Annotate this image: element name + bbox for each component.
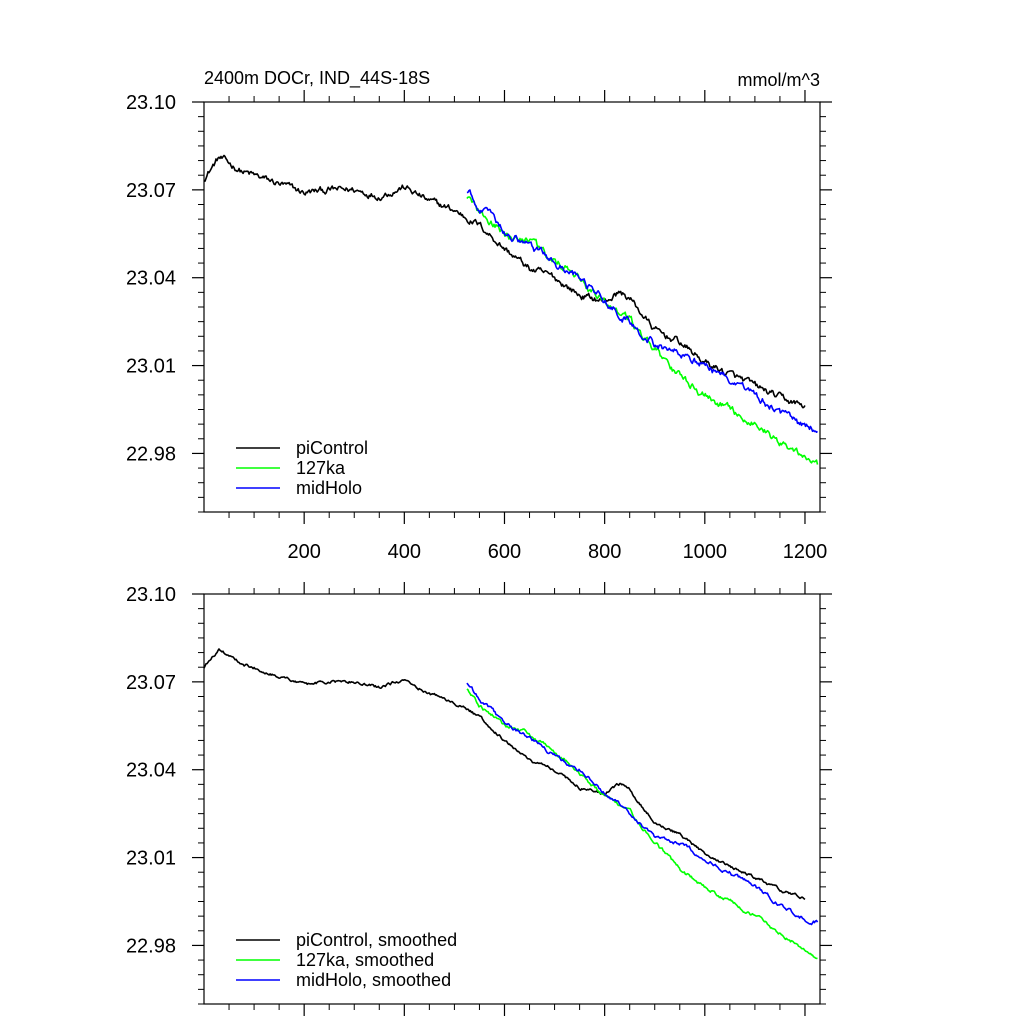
series-group <box>203 648 819 960</box>
series-line-picontrol <box>203 154 806 409</box>
y-tick-label: 23.01 <box>126 848 176 870</box>
y-tick-label: 23.04 <box>126 268 176 290</box>
top-panel: 2400m DOCr, IND_44S-18S mmol/m^3 22.98 23… <box>126 68 832 563</box>
legend-label: piControl <box>296 438 368 458</box>
series-line-picontrol-smoothed <box>203 648 806 901</box>
x-tick-label: 800 <box>588 541 621 563</box>
chart-title: 2400m DOCr, IND_44S-18S <box>204 68 430 89</box>
series-line-midholo <box>466 189 818 434</box>
legend-label: midHolo <box>296 478 362 498</box>
y-tick-label: 23.10 <box>126 92 176 114</box>
axes-group: 22.98 23.01 23.04 23.07 23.10 200 400 600 800 100… <box>126 90 832 563</box>
x-tick-label: 200 <box>287 541 320 563</box>
units-label: mmol/m^3 <box>738 70 820 90</box>
y-tick-label: 22.98 <box>126 443 176 465</box>
series-line-127ka <box>466 196 819 465</box>
y-tick-label: 22.98 <box>126 935 176 957</box>
legend-label: midHolo, smoothed <box>296 970 451 990</box>
x-tick-label: 400 <box>388 541 421 563</box>
y-tick-label: 23.07 <box>126 672 176 694</box>
x-tick-label: 600 <box>488 541 521 563</box>
y-tick-label: 23.04 <box>126 760 176 782</box>
legend-label: 127ka <box>296 458 346 478</box>
legend-label: piControl, smoothed <box>296 930 457 950</box>
bottom-panel: 22.98 23.01 23.04 23.07 23.10 piControl, smo… <box>126 582 832 1016</box>
y-tick-label: 23.10 <box>126 584 176 606</box>
series-line-127ka-smoothed <box>466 688 818 960</box>
y-tick-label: 23.01 <box>126 356 176 378</box>
axes-group: 22.98 23.01 23.04 23.07 23.10 <box>126 582 832 1016</box>
series-group <box>203 154 819 465</box>
x-tick-label: 1000 <box>683 541 728 563</box>
y-tick-label: 23.07 <box>126 180 176 202</box>
series-line-midholo-smoothed <box>466 682 819 926</box>
legend-label: 127ka, smoothed <box>296 950 434 970</box>
x-tick-label: 1200 <box>783 541 828 563</box>
